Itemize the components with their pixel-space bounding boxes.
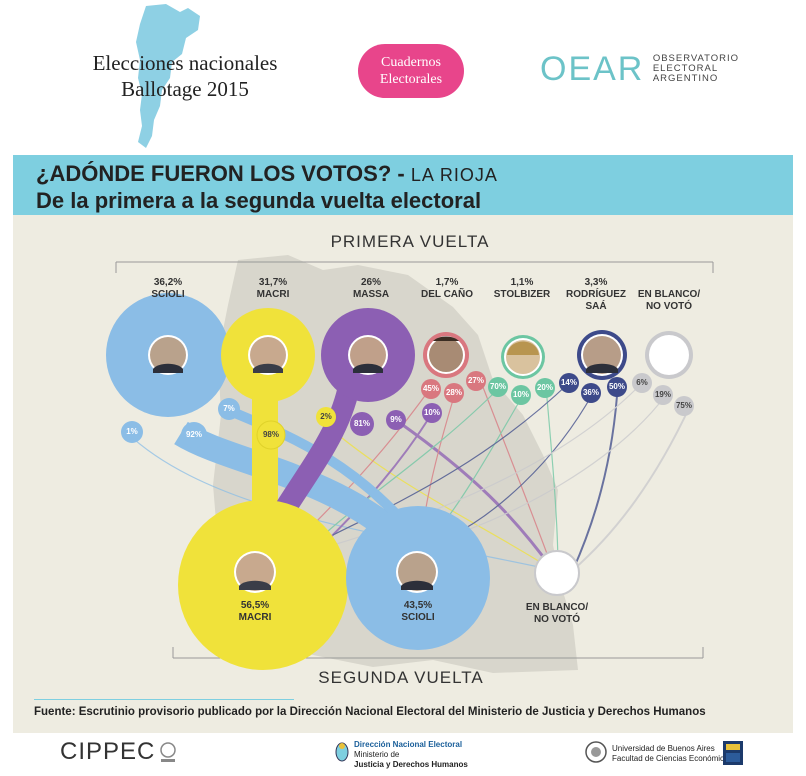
oear-logo: OEAR OBSERVATORIO ELECTORAL ARGENTINO bbox=[540, 50, 740, 88]
title-banner bbox=[13, 155, 793, 215]
transfer-pct: 27% bbox=[467, 376, 484, 385]
transfer-pct: 81% bbox=[353, 419, 370, 428]
transfer-pct: 45% bbox=[422, 384, 439, 393]
first-round-label-blanco: EN BLANCO/NO VOTÓ bbox=[637, 289, 701, 312]
first-round-label-stolbizer: 1,1% STOLBIZER bbox=[493, 277, 551, 300]
first-round-label: PRIMERA VUELTA bbox=[331, 232, 490, 251]
transfer-pct: 2% bbox=[320, 412, 332, 421]
transfer-pct: 10% bbox=[423, 408, 440, 417]
transfer-pct: 92% bbox=[185, 430, 202, 439]
vote-flow-diagram: PRIMERA VUELTA SEGUNDA VUELTA bbox=[106, 232, 714, 687]
banner-subtitle: De la primera a la segunda vuelta electo… bbox=[36, 188, 482, 213]
header-title: Elecciones nacionales Ballotage 2015 bbox=[92, 51, 278, 101]
transfer-pct: 9% bbox=[390, 415, 402, 424]
first-round-label-delcano: 1,7% DEL CAÑO bbox=[420, 277, 474, 300]
transfer-pct: 70% bbox=[489, 382, 506, 391]
uba-seal-icon bbox=[585, 741, 607, 763]
bubble-blanco-second bbox=[534, 550, 580, 596]
source-note: Fuente: Escrutinio provisorio publicado … bbox=[34, 706, 706, 718]
candidate-portrait-icon bbox=[148, 334, 623, 376]
banner-title: ¿ADÓNDE FUERON LOS VOTOS? - LA RIOJA bbox=[36, 161, 498, 186]
transfer-pct: 1% bbox=[126, 427, 138, 436]
second-round-label-macri: 56,5% MACRI bbox=[238, 600, 272, 623]
dne-coat-of-arms-icon bbox=[335, 742, 349, 762]
transfer-pct: 19% bbox=[654, 390, 671, 399]
transfer-pct: 28% bbox=[445, 388, 462, 397]
transfer-pct: 6% bbox=[636, 378, 648, 387]
cuadernos-electorales-badge: Cuadernos Electorales bbox=[358, 44, 464, 98]
argentina-map-icon bbox=[136, 4, 200, 148]
first-round-label-rodriguezsaa: 3,3% RODRÍGUEZ SAÁ bbox=[566, 277, 626, 312]
second-round-label-blanco: EN BLANCO/NO VOTÓ bbox=[525, 602, 589, 625]
first-round-label-scioli: 36,2% SCIOLI bbox=[151, 277, 185, 300]
transfer-pct: 10% bbox=[512, 390, 529, 399]
ice-logo-icon bbox=[723, 741, 743, 765]
first-round-label-macri: 31,7% MACRI bbox=[256, 277, 290, 300]
dne-logo: Dirección Nacional Electoral Ministerio … bbox=[354, 740, 468, 769]
transfer-pct: 7% bbox=[223, 404, 235, 413]
first-round-label-massa: 26% MASSA bbox=[352, 277, 390, 300]
transfer-pct: 50% bbox=[608, 382, 625, 391]
uba-logo: Universidad de Buenos Aires Facultad de … bbox=[612, 744, 733, 763]
oear-letters: OEAR bbox=[540, 50, 645, 88]
second-round-label: SEGUNDA VUELTA bbox=[318, 668, 483, 687]
transfer-pct: 36% bbox=[582, 388, 599, 397]
transfer-pct: 98% bbox=[262, 430, 279, 439]
cippec-logo: CIPPEC bbox=[60, 738, 156, 765]
transfer-pct: 20% bbox=[536, 383, 553, 392]
second-round-label-scioli: 43,5% SCIOLI bbox=[401, 600, 435, 623]
candidate-portrait-icon bbox=[234, 551, 438, 593]
cippec-emblem-icon bbox=[160, 742, 176, 762]
transfer-pct: 75% bbox=[675, 401, 692, 410]
transfer-pct: 14% bbox=[560, 378, 577, 387]
